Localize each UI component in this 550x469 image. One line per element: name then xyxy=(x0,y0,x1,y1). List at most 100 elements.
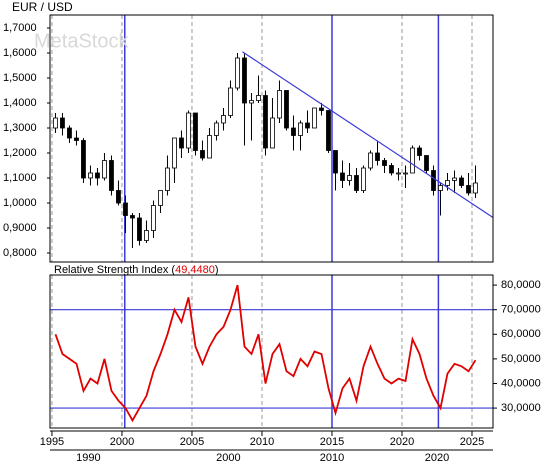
x-tick-label: 2000 xyxy=(110,436,134,448)
rsi-name: Relative Strength Index xyxy=(54,264,169,276)
trend-line xyxy=(242,51,494,219)
candle-body xyxy=(340,172,345,181)
candle-body xyxy=(151,205,156,231)
candle-body xyxy=(235,57,240,89)
candle-body xyxy=(382,160,387,166)
candle-body xyxy=(319,107,324,111)
candle-body xyxy=(207,135,212,159)
rsi-current: 49,4480 xyxy=(175,264,215,276)
candle-body xyxy=(431,170,436,191)
candle-body xyxy=(228,87,233,116)
candle-body xyxy=(466,185,471,194)
candle-body xyxy=(74,137,79,141)
candle-body xyxy=(277,90,282,119)
candle-body xyxy=(242,57,247,104)
x-tick-label: 2005 xyxy=(180,436,204,448)
candle-body xyxy=(473,182,478,194)
candle-body xyxy=(396,172,401,175)
y-tick-label: 1,5000 xyxy=(3,72,37,84)
candle-body xyxy=(67,127,72,139)
decade-label: 2000 xyxy=(216,452,240,464)
y-tick-label: 30,0000 xyxy=(501,402,541,414)
candle-body xyxy=(144,230,149,241)
y-tick-label: 80,0000 xyxy=(501,279,541,291)
candle-body xyxy=(417,147,422,156)
candle-body xyxy=(354,175,359,191)
candle-body xyxy=(305,122,310,129)
candle-body xyxy=(347,175,352,181)
x-tick-label: 2020 xyxy=(390,436,414,448)
candle-body xyxy=(179,137,184,149)
candle-body xyxy=(221,115,226,124)
candle-body xyxy=(298,122,303,136)
rsi-line xyxy=(54,284,477,423)
y-tick-label: 1,4000 xyxy=(3,97,37,109)
y-tick-label: 40,0000 xyxy=(501,377,541,389)
candle-body xyxy=(291,127,296,136)
paren: ) xyxy=(215,264,219,276)
candle-body xyxy=(53,117,58,129)
candle-body xyxy=(459,177,464,186)
candle-body xyxy=(270,117,275,149)
decade-label: 1990 xyxy=(76,452,100,464)
candle-body xyxy=(60,117,65,129)
candle-body xyxy=(109,160,114,191)
candle-body xyxy=(193,112,198,151)
y-tick-label: 1,6000 xyxy=(3,47,37,59)
candle-body xyxy=(165,167,170,191)
decade-label: 2020 xyxy=(425,452,449,464)
candle-body xyxy=(403,172,408,175)
candle-body xyxy=(88,172,93,179)
y-tick-label: 1,7000 xyxy=(3,22,37,34)
candle-body xyxy=(263,95,268,149)
candle-body xyxy=(389,165,394,174)
candle-body xyxy=(123,202,128,216)
y-tick-label: 0,8000 xyxy=(3,247,37,259)
candle-body xyxy=(186,112,191,149)
x-tick-label: 2025 xyxy=(460,436,484,448)
candle-body xyxy=(200,150,205,159)
y-tick-label: 1,3000 xyxy=(3,122,37,134)
candle-body xyxy=(445,180,450,186)
rsi-title: Relative Strength Index (49,4480) xyxy=(54,264,219,276)
candle-body xyxy=(158,190,163,206)
candle-body xyxy=(102,160,107,179)
candle-body xyxy=(249,100,254,104)
x-tick-label: 1995 xyxy=(40,436,64,448)
candle-body xyxy=(438,185,443,191)
y-tick-label: 1,0000 xyxy=(3,197,37,209)
decade-label: 2010 xyxy=(320,452,344,464)
candle-body xyxy=(116,190,121,204)
candle-body xyxy=(312,107,317,129)
paren: ( xyxy=(168,264,175,276)
plot: 0,8000 0,9000 1,0000 1,1000 1,2000 1,3000 1,40… xyxy=(3,14,541,464)
candle-body xyxy=(333,150,338,174)
candle-body xyxy=(326,110,331,151)
candle-body xyxy=(375,152,380,161)
y-tick-label: 50,0000 xyxy=(501,353,541,365)
candle-body xyxy=(130,215,135,219)
x-tick-label: 2015 xyxy=(320,436,344,448)
candle-body xyxy=(172,137,177,169)
y-tick-label: 60,0000 xyxy=(501,328,541,340)
y-tick-label: 0,9000 xyxy=(3,222,37,234)
candle-body xyxy=(81,140,86,179)
candle-body xyxy=(95,172,100,179)
y-tick-label: 70,0000 xyxy=(501,304,541,316)
candle-body xyxy=(137,217,142,241)
y-tick-label: 1,2000 xyxy=(3,147,37,159)
candle-body xyxy=(214,122,219,136)
candle-body xyxy=(424,155,429,171)
candle-body xyxy=(284,90,289,129)
candle-body xyxy=(361,167,366,191)
watermark: MetaStock xyxy=(34,30,129,52)
candle-body xyxy=(368,152,373,169)
panel-frame xyxy=(49,274,494,429)
y-tick-label: 1,1000 xyxy=(3,172,37,184)
candle-body xyxy=(452,177,457,181)
candle-body xyxy=(410,147,415,174)
chart-title: EUR / USD xyxy=(12,0,73,14)
x-tick-label: 2010 xyxy=(250,436,274,448)
